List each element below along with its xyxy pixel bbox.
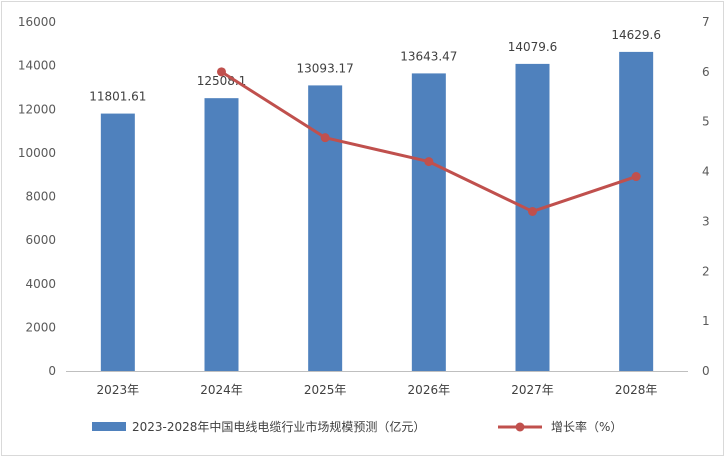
bar [308,85,343,372]
legend: 2023-2028年中国电线电缆行业市场规模预测（亿元） 增长率（%） [92,419,622,434]
bar [100,113,135,371]
legend-bar-label: 2023-2028年中国电线电缆行业市场规模预测（亿元） [132,419,425,434]
bar [411,73,446,372]
left-tick-label: 12000 [18,102,56,116]
growth-point [424,157,434,167]
right-tick-label: 4 [702,165,710,179]
growth-point [528,206,537,216]
line-series [217,67,641,216]
left-tick-label: 0 [48,364,56,378]
category-label: 2026年 [408,383,451,397]
category-label: 2027年 [511,383,554,397]
left-tick-label: 4000 [25,277,56,291]
category-label: 2024年 [200,383,243,397]
left-tick-label: 8000 [25,190,56,204]
left-tick-label: 16000 [18,15,56,29]
right-tick-label: 0 [702,364,710,378]
right-tick-label: 3 [702,214,710,228]
right-tick-label: 6 [702,65,710,79]
bar [619,51,654,372]
right-tick-label: 2 [702,264,710,278]
right-tick-label: 5 [702,115,710,129]
bar-value-label: 13093.17 [297,61,354,75]
left-tick-label: 2000 [25,320,56,334]
legend-bar-swatch [92,422,126,431]
category-label: 2028年 [615,383,658,397]
bar-data-labels: 11801.61 12508.1 13093.17 13643.47 14079.6 14… [89,28,661,104]
category-label: 2025年 [304,383,347,397]
left-tick-label: 6000 [25,233,56,247]
category-label: 2023年 [97,383,140,397]
x-axis: 2023年 2024年 2025年 2026年 2027年 2028年 [66,371,688,397]
left-tick-label: 14000 [18,59,56,73]
left-tick-label: 10000 [18,146,56,160]
right-tick-label: 1 [702,314,710,328]
legend-line-marker [515,422,525,432]
left-axis: 0 2000 4000 6000 8000 10000 12000 14000 16000 [18,15,56,378]
growth-point [217,67,226,77]
right-axis: 0 1 2 3 4 5 6 7 [702,15,710,378]
growth-point [320,133,330,143]
bar-value-label: 14629.6 [611,28,661,42]
bar-value-label: 12508.1 [197,74,247,88]
bar-value-label: 14079.6 [508,40,558,54]
bar [204,98,239,372]
bar-series [100,51,654,372]
right-tick-label: 7 [702,15,710,29]
bar-value-label: 13643.47 [400,49,457,63]
bar-value-label: 11801.61 [89,90,146,104]
bar [515,63,550,371]
legend-line-label: 增长率（%） [551,419,622,434]
growth-point [631,172,641,182]
